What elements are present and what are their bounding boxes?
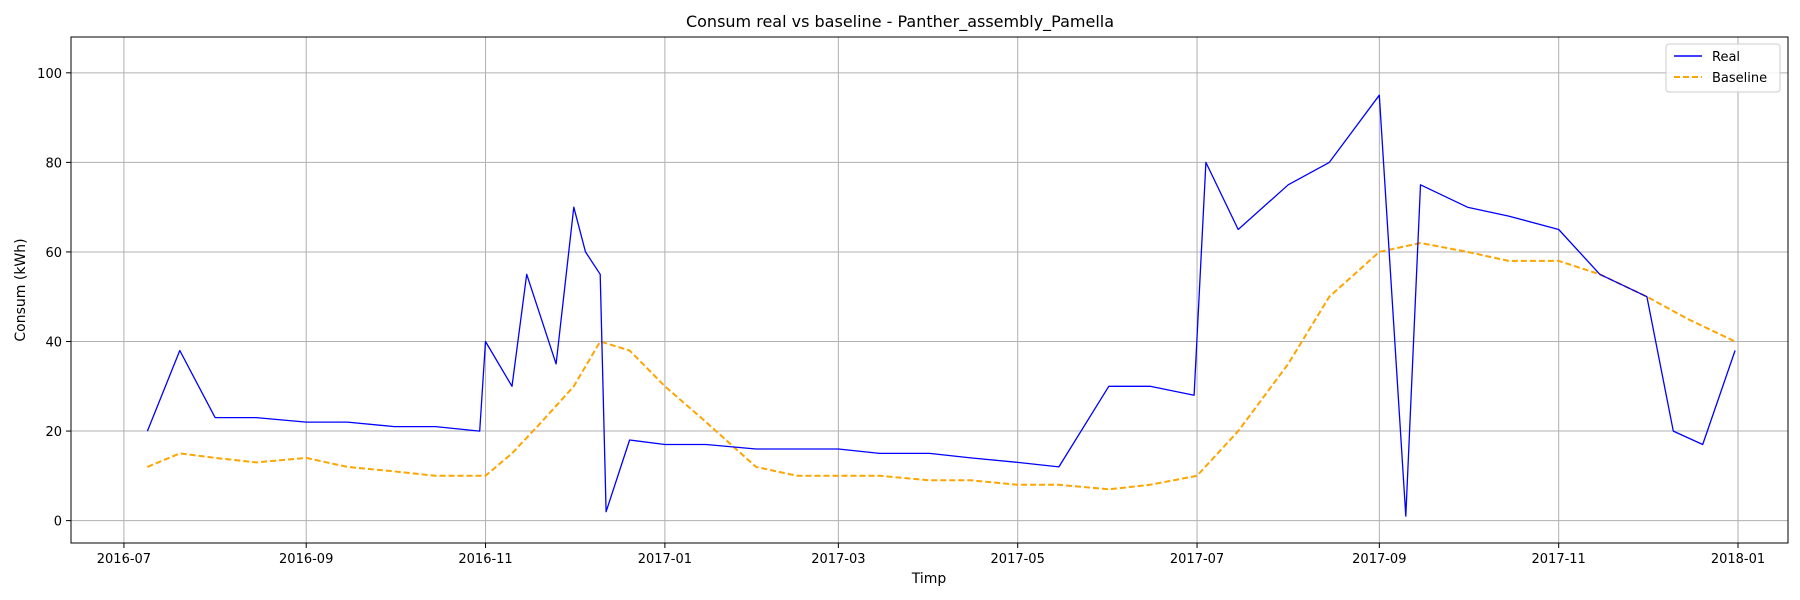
- y-tick-label: 60: [45, 246, 62, 261]
- x-tick-label: 2017-09: [1352, 552, 1406, 567]
- y-tick-label: 0: [54, 515, 62, 530]
- series-real-line: [146, 94, 1736, 517]
- y-axis-ticks: 0 20 40 60 80 100: [37, 67, 71, 530]
- x-tick-label: 2016-11: [458, 552, 512, 567]
- x-tick-label: 2017-05: [991, 552, 1045, 567]
- legend-real-label: Real: [1712, 50, 1740, 65]
- x-tick-label: 2017-01: [638, 552, 692, 567]
- x-tick-label: 2018-01: [1711, 552, 1765, 567]
- y-tick-label: 20: [45, 425, 62, 440]
- x-axis-ticks: 2016-07 2016-09 2016-11 2017-01 2017-03 2017-…: [97, 543, 1765, 567]
- x-tick-label: 2016-09: [279, 552, 333, 567]
- chart-title: Consum real vs baseline - Panther_assemb…: [686, 12, 1114, 32]
- series-real: [146, 94, 1736, 517]
- legend-baseline-label: Baseline: [1712, 71, 1767, 86]
- x-tick-label: 2017-03: [811, 552, 865, 567]
- x-axis-label: Timp: [911, 571, 947, 587]
- x-tick-label: 2017-07: [1170, 552, 1224, 567]
- series-baseline-line: [147, 242, 1736, 491]
- series-baseline: [147, 242, 1736, 491]
- x-tick-label: 2016-07: [97, 552, 151, 567]
- x-tick-label: 2017-11: [1532, 552, 1586, 567]
- y-tick-label: 80: [45, 156, 62, 171]
- y-tick-label: 100: [37, 67, 62, 82]
- y-axis-label: Consum (kWh): [13, 238, 29, 341]
- legend: Real Baseline: [1665, 43, 1781, 93]
- y-tick-label: 40: [45, 335, 62, 350]
- gridlines: [71, 37, 1788, 543]
- plot-area-frame: [70, 36, 1789, 544]
